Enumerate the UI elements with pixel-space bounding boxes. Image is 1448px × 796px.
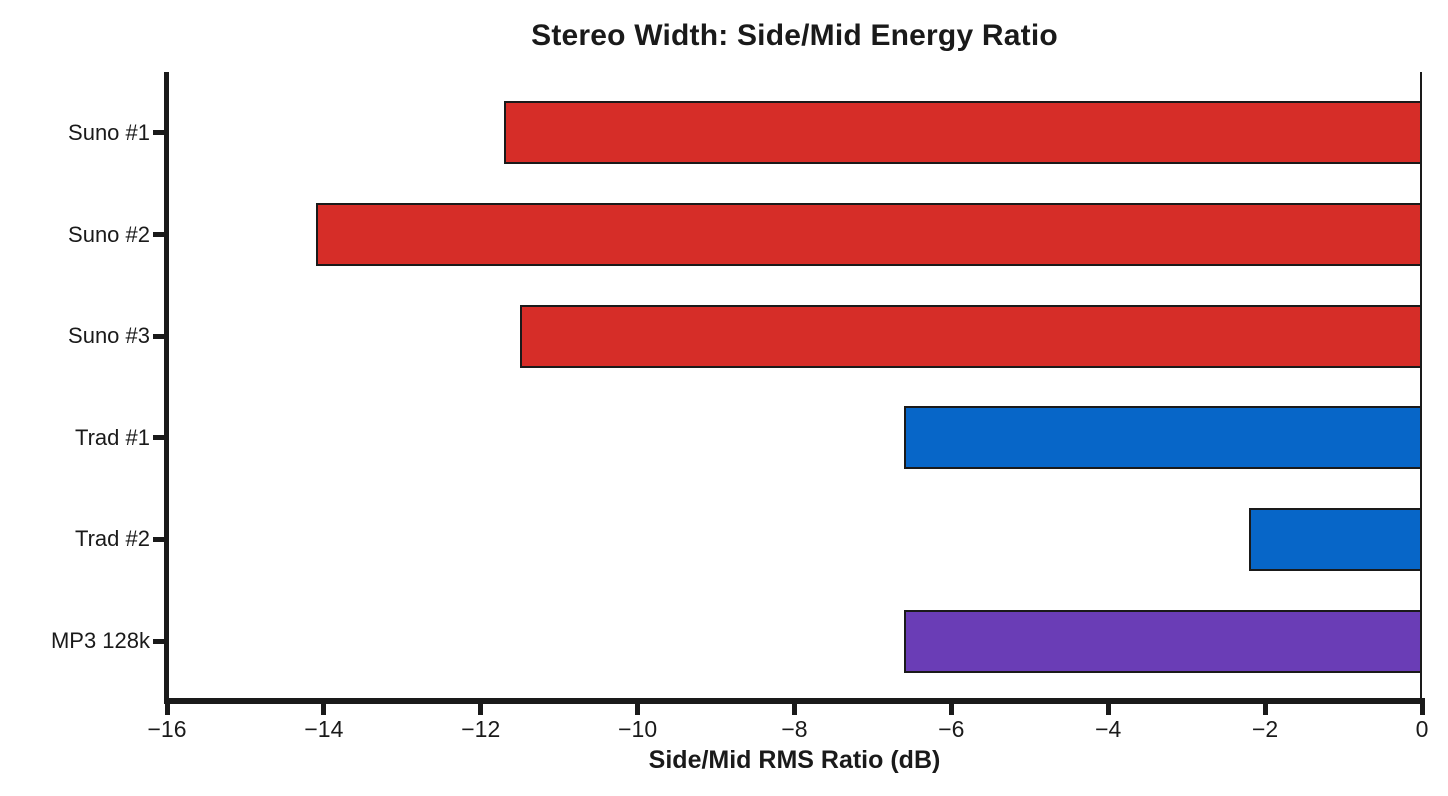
y-tick-mark bbox=[153, 333, 164, 339]
bar-suno-3 bbox=[519, 304, 1422, 368]
x-tick-label-neg14: −14 bbox=[304, 716, 344, 742]
x-tick-label-neg2: −2 bbox=[1252, 716, 1279, 742]
y-tick-label-mp3-128k: MP3 128k bbox=[50, 628, 150, 654]
x-tick-label-neg10: −10 bbox=[618, 716, 658, 742]
bar-trad-2 bbox=[1249, 507, 1422, 571]
y-tick-mark bbox=[153, 435, 164, 441]
x-axis-spine bbox=[164, 698, 1425, 704]
x-tick-mark bbox=[478, 704, 484, 715]
bar-trad-1 bbox=[904, 406, 1422, 470]
x-tick-label-neg16: −16 bbox=[147, 716, 187, 742]
y-tick-label-suno-1: Suno #1 bbox=[68, 119, 150, 145]
x-tick-label-neg6: −6 bbox=[938, 716, 965, 742]
x-tick-mark bbox=[1262, 704, 1268, 715]
x-tick-label-neg12: −12 bbox=[461, 716, 501, 742]
y-tick-label-trad-1: Trad #1 bbox=[74, 424, 150, 450]
x-tick-label-neg8: −8 bbox=[781, 716, 808, 742]
right-spine bbox=[1420, 72, 1422, 703]
bar-mp3-128k bbox=[904, 609, 1422, 673]
x-tick-label-0: 0 bbox=[1415, 716, 1429, 742]
y-tick-mark bbox=[153, 130, 164, 136]
x-tick-mark bbox=[321, 704, 327, 715]
x-tick-mark bbox=[948, 704, 954, 715]
y-tick-mark bbox=[153, 536, 164, 542]
bar-suno-1 bbox=[504, 101, 1422, 165]
y-tick-label-trad-2: Trad #2 bbox=[74, 526, 150, 552]
chart-title: Stereo Width: Side/Mid Energy Ratio bbox=[531, 19, 1058, 52]
x-tick-mark bbox=[1419, 704, 1425, 715]
y-tick-label-suno-3: Suno #3 bbox=[68, 323, 150, 349]
x-axis-label: Side/Mid RMS Ratio (dB) bbox=[648, 746, 941, 774]
y-tick-label-suno-2: Suno #2 bbox=[68, 221, 150, 247]
y-tick-mark bbox=[153, 232, 164, 238]
x-tick-mark bbox=[635, 704, 641, 715]
x-tick-mark bbox=[164, 704, 170, 715]
x-tick-mark bbox=[792, 704, 797, 715]
y-tick-mark bbox=[153, 638, 164, 644]
x-tick-mark bbox=[1105, 704, 1111, 715]
bar-suno-2 bbox=[316, 203, 1422, 267]
y-axis-spine bbox=[164, 72, 169, 703]
x-tick-label-neg4: −4 bbox=[1095, 716, 1122, 742]
